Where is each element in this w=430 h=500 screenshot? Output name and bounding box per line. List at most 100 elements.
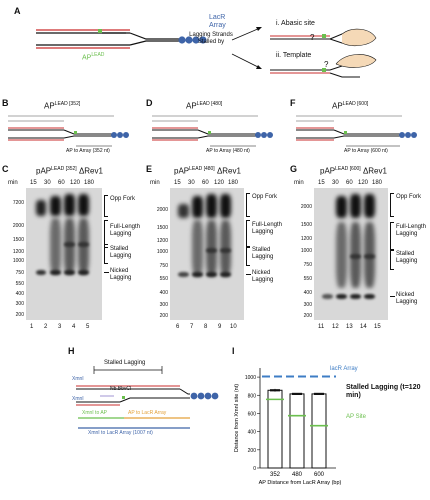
gel-g-marker: 2000 — [300, 204, 312, 210]
diagram-f-distance: AP to Array (600 nt) — [344, 148, 388, 154]
gel-e-marker: 300 — [159, 302, 168, 308]
diagram-b-distance: AP to Array (352 nt) — [66, 148, 110, 154]
gel-g-lane: 14 — [360, 324, 367, 330]
gel-e-marker: 1200 — [156, 238, 168, 244]
diagram-d-title: APLEAD [480] — [186, 101, 223, 111]
gel-c-marker: 750 — [15, 270, 24, 276]
question-mark-1: ? — [310, 33, 315, 42]
gel-c-annotation: Stalled Lagging — [110, 246, 132, 259]
gel-g-annotation: Stalled Lagging — [396, 251, 418, 264]
gel-c-annotation: Nicked Lagging — [110, 268, 132, 281]
lacr-array-label: LacR Array — [209, 14, 226, 29]
panel-h-schematic — [76, 366, 219, 429]
h-seg-xmni-array: XmnI to LacR Array (1007 nt) — [88, 430, 153, 436]
gel-c-lane: 5 — [86, 324, 90, 330]
gel-c-marker: 2000 — [12, 223, 24, 229]
diagram-d-schematic — [152, 115, 273, 147]
gel-g-time: 30 — [332, 180, 339, 186]
gel-e-image — [170, 188, 244, 320]
gel-g-time: 120 — [358, 180, 369, 186]
gel-c-marker: 1000 — [12, 258, 24, 264]
gel-g-image — [314, 188, 388, 320]
gel-g-time: 15 — [318, 180, 325, 186]
gel-g-lane: 11 — [318, 324, 325, 330]
gel-c-marker: 7200 — [12, 200, 24, 206]
gel-c-lane: 1 — [30, 324, 34, 330]
gel-e-marker: 550 — [159, 276, 168, 282]
gel-c-marker: 1500 — [12, 237, 24, 243]
h-stalled-label: Stalled Lagging — [104, 360, 146, 366]
gel-g-lane: 15 — [374, 324, 381, 330]
gel-e-time: 180 — [228, 180, 239, 186]
gel-c-marker: 1200 — [12, 249, 24, 255]
gel-e-min-label: min — [150, 180, 160, 186]
gel-c-lane: 4 — [72, 324, 76, 330]
gel-e-marker: 1500 — [156, 225, 168, 231]
diagram-row: B APLEAD [352] AP to Array (352 nt) D AP… — [0, 98, 430, 160]
gel-c-time: 15 — [30, 180, 37, 186]
bar-chart-i: 0 200 400 600 800 1000 352 480 600 AP Distance fr… — [234, 368, 342, 486]
panel-a-schematic — [36, 27, 377, 78]
gel-e-time: 15 — [174, 180, 181, 186]
gel-e-lane: 9 — [218, 324, 222, 330]
diagram-f-schematic — [296, 115, 417, 147]
stalled-by-label: Lagging Strands Stalled by — [189, 32, 233, 45]
gel-e-lane: 6 — [176, 324, 180, 330]
gel-c-marker: 400 — [15, 291, 24, 297]
h-seg-xmni-ap: XmnI to AP — [82, 410, 108, 416]
gel-g-marker: 1500 — [300, 222, 312, 228]
gel-e-marker: 400 — [159, 290, 168, 296]
x-axis-label: AP Distance from LacR Array (bp) — [259, 480, 342, 486]
diagram-b-schematic — [8, 115, 129, 147]
gel-e-marker: 1000 — [156, 249, 168, 255]
gel-g-annotation: Full-Length Lagging — [396, 224, 427, 237]
gel-e-time: 120 — [214, 180, 225, 186]
y-tick-label: 400 — [248, 430, 257, 436]
panel-letter-e: E — [146, 164, 153, 174]
bar — [289, 393, 305, 469]
y-tick-label: 1000 — [245, 375, 256, 381]
gel-e-marker: 200 — [159, 313, 168, 319]
gel-g-time: 60 — [346, 180, 353, 186]
panel-letter-a: A — [14, 6, 21, 16]
gel-c-marker: 300 — [15, 301, 24, 307]
gel-c-annotation: Opp Fork — [110, 196, 136, 202]
gel-e-annotation: Opp Fork — [252, 194, 278, 200]
gel-e-time: 30 — [188, 180, 195, 186]
legend-lacr: lacR Array — [330, 366, 358, 372]
gel-e-annotation: Full-Length Lagging — [252, 222, 283, 235]
gel-e-marker: 750 — [159, 263, 168, 269]
gel-e-lane: 8 — [204, 324, 208, 330]
gel-c-marker: 550 — [15, 281, 24, 287]
gel-g-time: 180 — [372, 180, 383, 186]
gel-c-lane: 3 — [58, 324, 62, 330]
gel-e-marker: 2000 — [156, 207, 168, 213]
gel-e-annotation: Nicked Lagging — [252, 270, 274, 283]
gel-e-lane: 7 — [190, 324, 194, 330]
gel-g-marker: 200 — [303, 313, 312, 319]
h-xmni-top: XmnI — [72, 376, 84, 382]
gel-c-time: 180 — [84, 180, 95, 186]
y-tick-label: 600 — [248, 411, 257, 417]
gel-c-time: 60 — [58, 180, 65, 186]
x-tick-label: 480 — [292, 472, 303, 478]
gel-c-marker: 200 — [15, 312, 24, 318]
bar — [267, 389, 283, 469]
gel-g-marker: 550 — [303, 276, 312, 282]
y-tick-label: 200 — [248, 448, 257, 454]
bar — [311, 393, 327, 469]
gel-g-marker: 1000 — [300, 248, 312, 254]
gel-c-title: pAPLEAD [352] ΔRev1 — [36, 166, 103, 176]
panel-letter-b: B — [2, 98, 9, 108]
panel-letter-c: C — [2, 164, 9, 174]
gel-e-annotation: Stalled Lagging — [252, 247, 274, 260]
y-tick-label: 0 — [253, 466, 256, 472]
gel-g-marker: 1200 — [300, 236, 312, 242]
option-template: ii. Template — [276, 52, 312, 59]
panel-letter-d: D — [146, 98, 153, 108]
panel-letter-h: H — [68, 346, 75, 356]
gel-g-marker: 750 — [303, 262, 312, 268]
gel-g-title: pAPLEAD [600] ΔRev1 — [320, 166, 387, 176]
gel-g-min-label: min — [294, 180, 304, 186]
ap-lead-label: APLEAD — [82, 52, 105, 62]
